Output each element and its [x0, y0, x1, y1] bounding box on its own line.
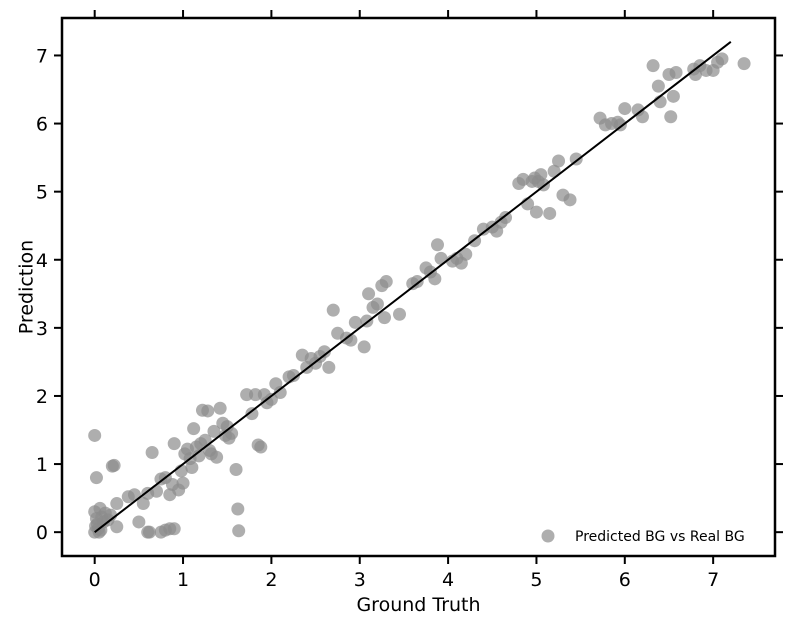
data-point [646, 59, 660, 73]
data-point [317, 345, 331, 359]
data-point [210, 450, 224, 464]
data-point [231, 502, 245, 516]
data-point [254, 440, 268, 454]
tick-labels: 0 1 2 3 4 5 6 7 0 1 2 3 4 5 6 7 [36, 45, 719, 591]
x-tick-label: 4 [442, 569, 454, 591]
data-point [459, 247, 473, 261]
y-tick-label: 1 [36, 454, 48, 476]
data-point [110, 497, 124, 511]
x-tick-label: 0 [89, 569, 101, 591]
legend-marker [541, 529, 555, 543]
y-tick-label: 4 [36, 250, 48, 272]
data-point [370, 297, 384, 311]
fit-line-group [94, 41, 732, 533]
data-point [715, 52, 729, 66]
data-point [167, 522, 181, 536]
x-tick-label: 2 [265, 569, 277, 591]
y-tick-label: 2 [36, 386, 48, 408]
data-point [362, 287, 376, 301]
data-point [187, 422, 201, 436]
data-point [142, 525, 156, 539]
legend-label: Predicted BG vs Real BG [575, 529, 745, 545]
data-point [326, 303, 340, 317]
data-point [534, 168, 548, 182]
x-tick-label: 5 [530, 569, 542, 591]
y-tick-label: 7 [36, 45, 48, 67]
x-tick-label: 6 [619, 569, 631, 591]
data-point [145, 445, 159, 459]
data-point [499, 211, 513, 225]
scatter-points [88, 52, 751, 539]
data-point [201, 404, 215, 418]
data-point [132, 515, 146, 529]
data-point [322, 360, 336, 374]
data-point [136, 497, 150, 511]
x-tick-label: 7 [707, 569, 719, 591]
data-point [207, 424, 221, 438]
data-point [552, 154, 566, 168]
data-point [379, 275, 393, 289]
plot-frame [60, 16, 777, 558]
data-point [669, 65, 683, 79]
data-point [110, 520, 124, 534]
data-point [428, 272, 442, 286]
y-tick-label: 0 [36, 522, 48, 544]
y-tick-label: 6 [36, 114, 48, 136]
data-point [569, 152, 583, 166]
data-point [213, 401, 227, 415]
data-point [563, 193, 577, 207]
y-tick-label: 3 [36, 318, 48, 340]
data-point [666, 89, 680, 103]
data-point [176, 476, 190, 490]
data-point [737, 57, 751, 71]
data-point [377, 311, 391, 325]
data-point [264, 392, 278, 406]
fit-line [94, 41, 732, 533]
data-point [232, 524, 246, 538]
data-point [167, 437, 181, 451]
data-point [543, 206, 557, 220]
data-point [94, 523, 108, 537]
data-point [192, 449, 206, 463]
data-point [430, 238, 444, 252]
axis-ticks [54, 10, 783, 564]
data-point [348, 315, 362, 329]
x-tick-label: 1 [177, 569, 189, 591]
data-point [229, 463, 243, 477]
data-point [107, 458, 121, 472]
x-tick-label: 3 [354, 569, 366, 591]
data-point [393, 307, 407, 321]
data-point [357, 340, 371, 354]
data-point [651, 79, 665, 93]
data-point [245, 407, 259, 421]
data-point [613, 118, 627, 132]
data-point [664, 110, 678, 124]
y-axis-label: Prediction [16, 240, 38, 334]
legend: Predicted BG vs Real BG [541, 529, 745, 545]
data-point [89, 471, 103, 485]
data-point [618, 102, 632, 116]
data-point [88, 428, 102, 442]
data-point [185, 460, 199, 474]
x-axis-label: Ground Truth [356, 594, 480, 616]
data-point [529, 205, 543, 219]
y-tick-label: 5 [36, 182, 48, 204]
data-point [273, 386, 287, 400]
data-point [286, 369, 300, 383]
data-point [410, 275, 424, 289]
